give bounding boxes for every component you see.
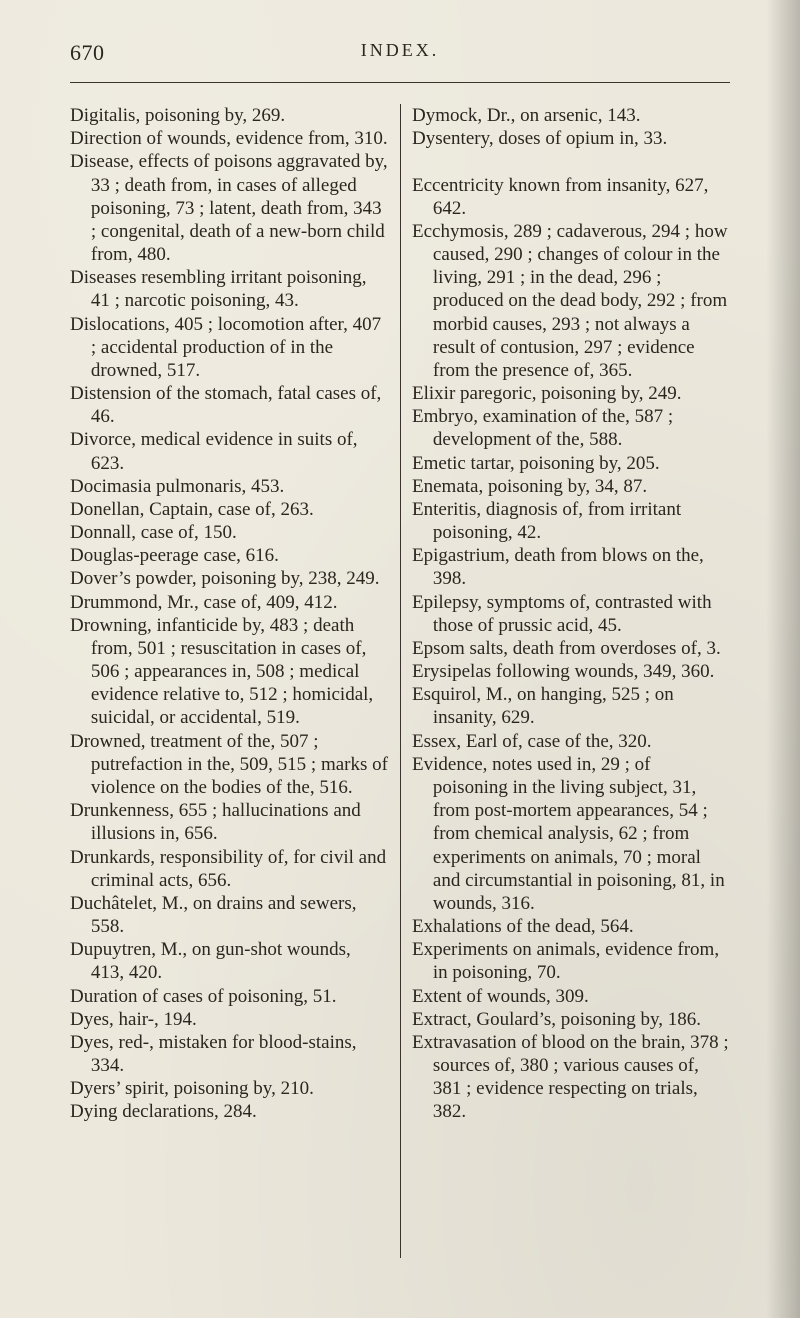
index-entry: Eccentricity known from insanity, 627, 6… [412,174,730,220]
index-entry: Esquirol, M., on hanging, 525 ; on insan… [412,683,730,729]
index-column-right: Dymock, Dr., on arsenic, 143.Dysentery, … [412,104,730,1258]
index-entry: Dupuytren, M., on gun-shot wounds, 413, … [70,938,388,984]
index-entry: Distension of the stomach, fatal cases o… [70,382,388,428]
index-entry: Essex, Earl of, case of the, 320. [412,730,730,753]
index-entry: Enemata, poisoning by, 34, 87. [412,475,730,498]
scanned-page: 670 INDEX. Digitalis, poisoning by, 269.… [0,0,800,1318]
index-entry: Docimasia pulmonaris, 453. [70,475,388,498]
index-entry: Dyes, red-, mistaken for blood-stains, 3… [70,1031,388,1077]
index-entry: Duration of cases of poisoning, 51. [70,985,388,1008]
index-entry: Dymock, Dr., on arsenic, 143. [412,104,730,127]
index-entry: Epigastrium, death from blows on the, 39… [412,544,730,590]
page-header: 670 INDEX. [70,40,730,74]
header-rule [70,82,730,83]
index-entry: Elixir paregoric, poisoning by, 249. [412,382,730,405]
index-entry: Digitalis, poisoning by, 269. [70,104,388,127]
index-entry: Erysipelas following wounds, 349, 360. [412,660,730,683]
index-entry: Dysentery, doses of opium in, 33. [412,127,730,150]
index-entry: Dyers’ spirit, poisoning by, 210. [70,1077,388,1100]
index-columns: Digitalis, poisoning by, 269.Direction o… [70,104,730,1258]
index-entry: Dislocations, 405 ; locomotion after, 40… [70,313,388,383]
index-entry: Emetic tartar, poisoning by, 205. [412,452,730,475]
index-entry: Drowning, infanticide by, 483 ; death fr… [70,614,388,730]
index-entry: Extract, Goulard’s, poisoning by, 186. [412,1008,730,1031]
index-entry: Dyes, hair-, 194. [70,1008,388,1031]
index-column-left: Digitalis, poisoning by, 269.Direction o… [70,104,388,1258]
index-entry: Exhalations of the dead, 564. [412,915,730,938]
index-entry: Embryo, examination of the, 587 ; develo… [412,405,730,451]
index-entry: Divorce, medical evidence in suits of, 6… [70,428,388,474]
index-entry: Douglas-peerage case, 616. [70,544,388,567]
index-entry: Dover’s powder, poisoning by, 238, 249. [70,567,388,590]
index-entry: Donnall, case of, 150. [70,521,388,544]
index-entry: Extravasation of blood on the brain, 378… [412,1031,730,1124]
index-entry: Drunkenness, 655 ; hallucinations and il… [70,799,388,845]
index-entry: Experiments on animals, evidence from, i… [412,938,730,984]
index-entry: Epsom salts, death from overdoses of, 3. [412,637,730,660]
index-entry: Dying declarations, 284. [70,1100,388,1123]
index-entry: Drummond, Mr., case of, 409, 412. [70,591,388,614]
index-entry: Epilepsy, symptoms of, contrasted with t… [412,591,730,637]
running-title: INDEX. [361,40,440,61]
index-entry: Direction of wounds, evidence from, 310. [70,127,388,150]
index-entry: Enteritis, diagnosis of, from irritant p… [412,498,730,544]
index-entry: Duchâtelet, M., on drains and sewers, 55… [70,892,388,938]
index-entry [412,150,730,173]
index-entry: Extent of wounds, 309. [412,985,730,1008]
page-number: 670 [70,40,105,66]
index-entry: Donellan, Captain, case of, 263. [70,498,388,521]
index-entry: Disease, effects of poisons aggravated b… [70,150,388,266]
index-entry: Diseases resembling irritant poisoning, … [70,266,388,312]
index-entry: Evidence, notes used in, 29 ; of poisoni… [412,753,730,915]
index-entry: Drunkards, responsibility of, for civil … [70,846,388,892]
index-entry: Drowned, treatment of the, 507 ; putrefa… [70,730,388,800]
index-entry: Ecchymosis, 289 ; cadaverous, 294 ; how … [412,220,730,382]
